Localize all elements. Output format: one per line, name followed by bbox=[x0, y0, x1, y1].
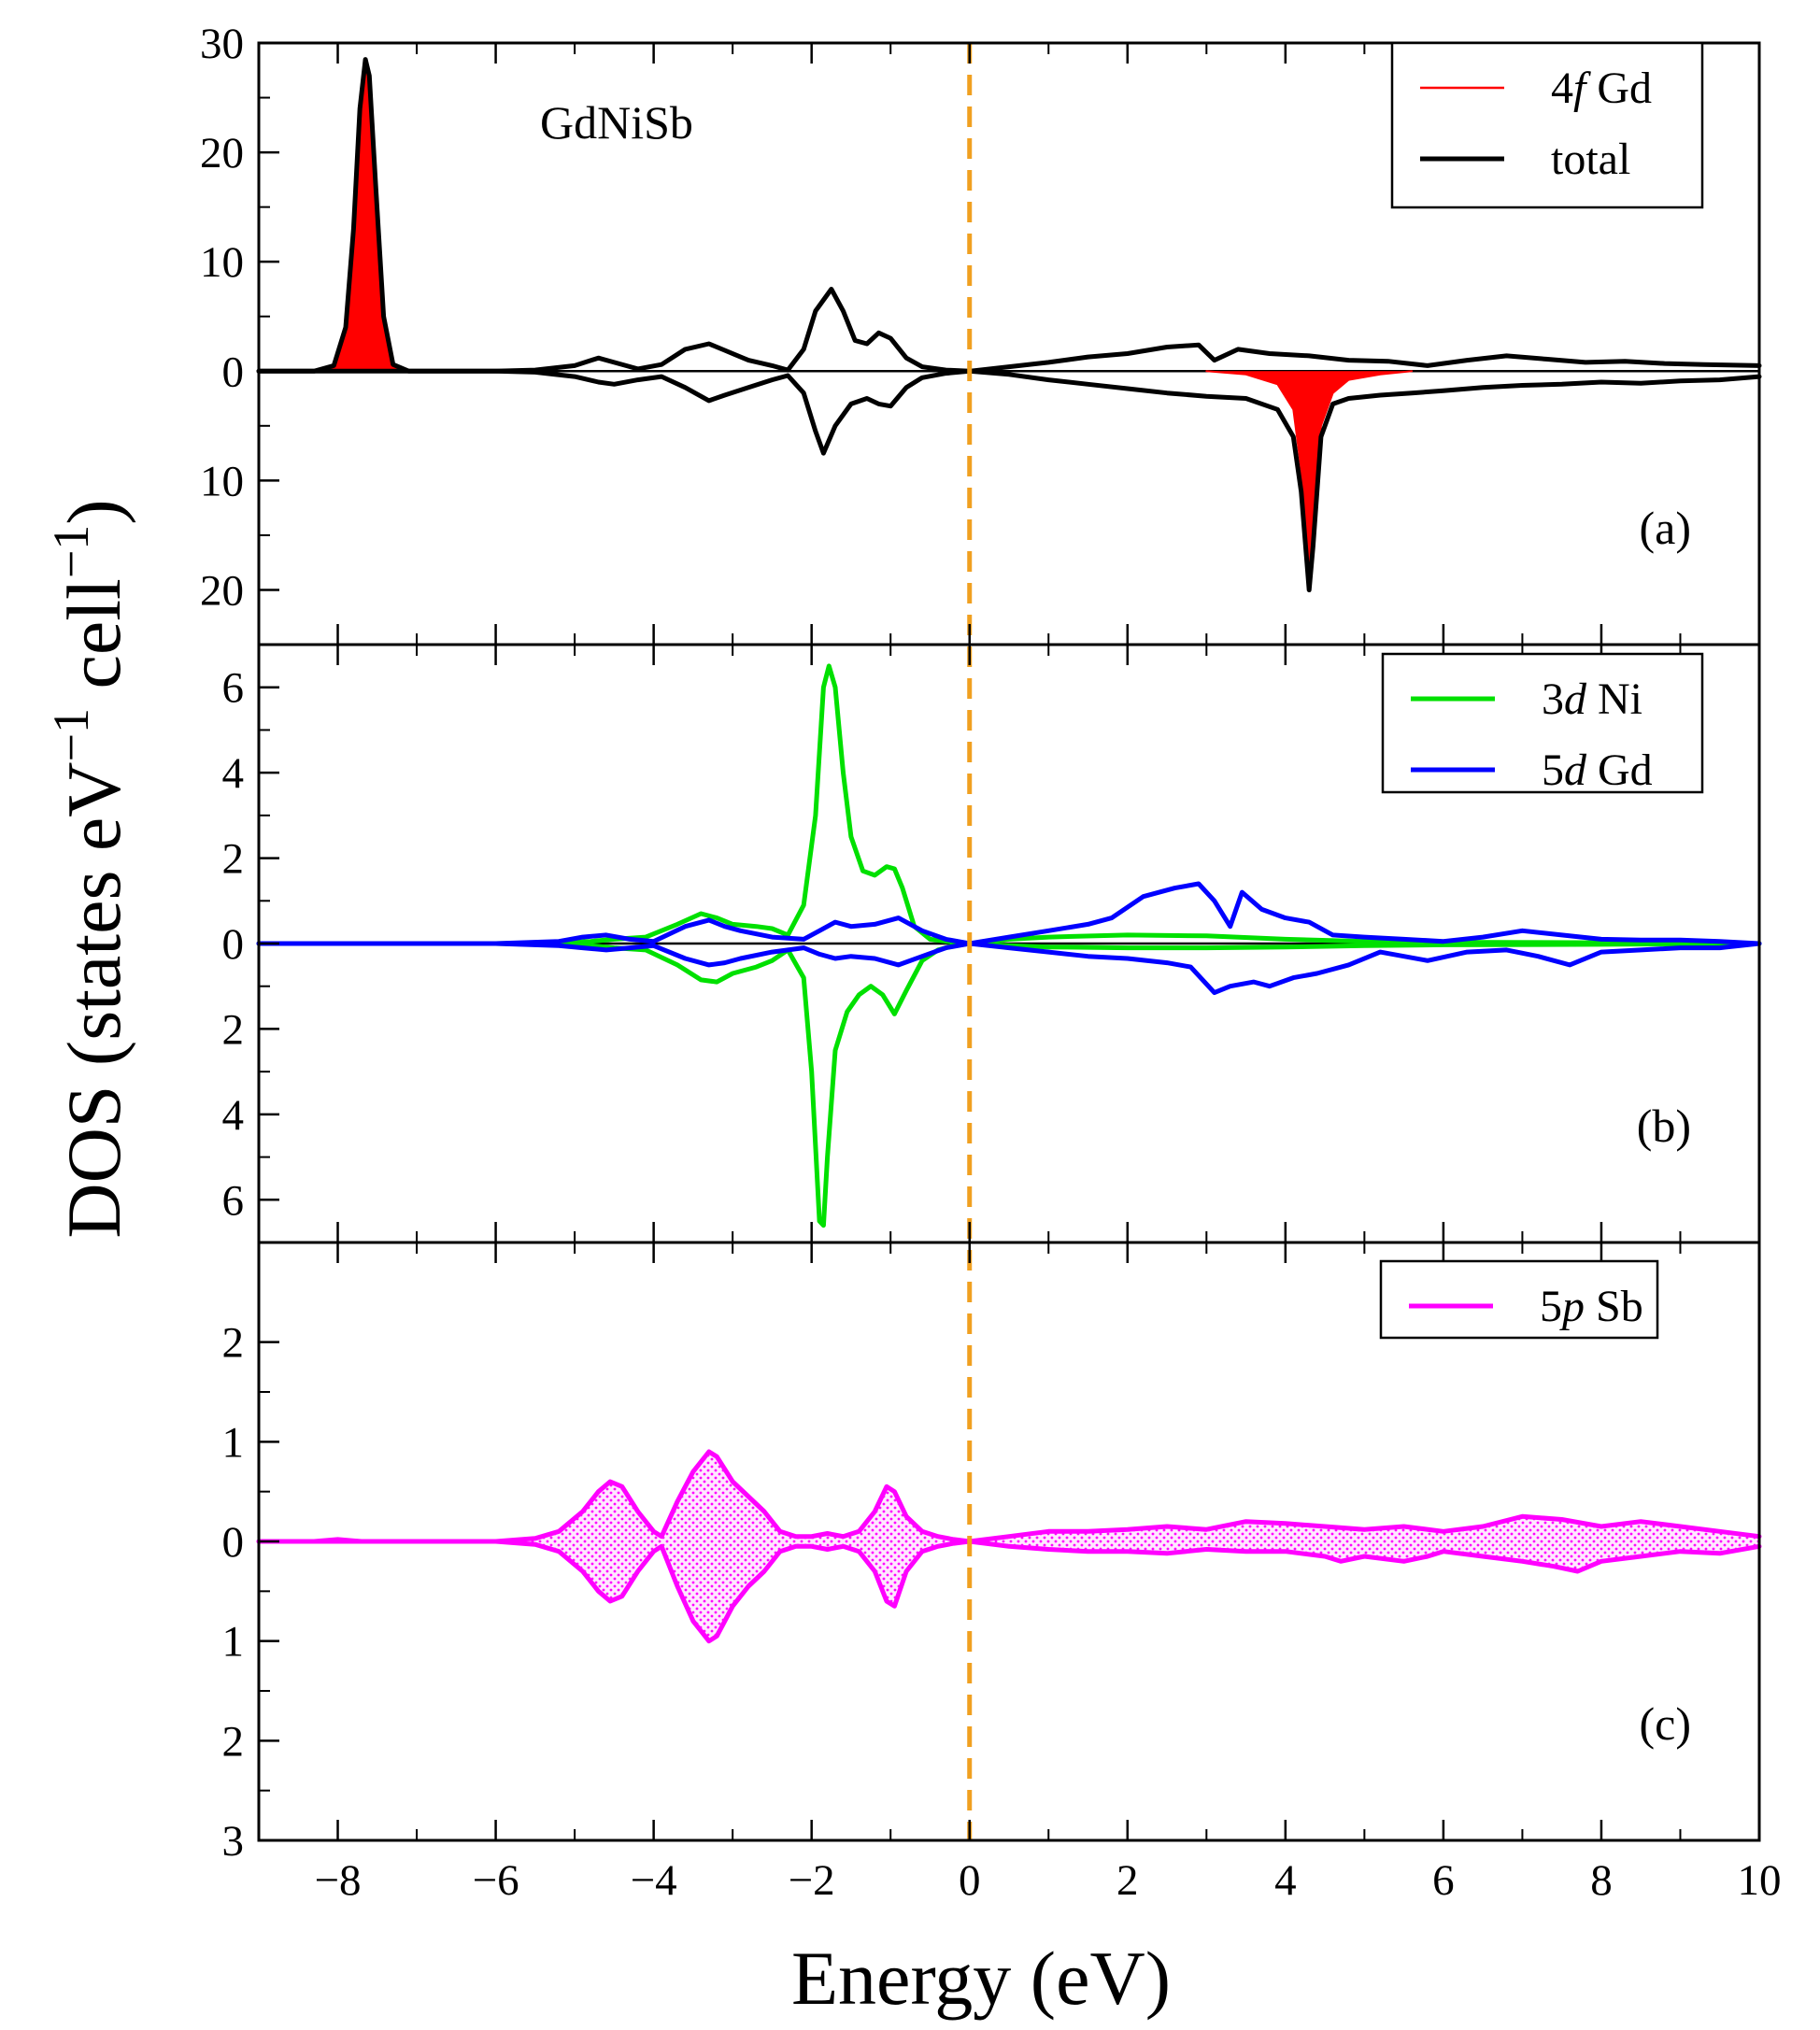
y-tick-label: 1 bbox=[222, 1418, 245, 1467]
series-line-total-down bbox=[256, 368, 1762, 592]
x-tick-label: −4 bbox=[631, 1856, 677, 1905]
y-tick-label: 2 bbox=[222, 1319, 245, 1368]
legend-box bbox=[1381, 652, 1704, 794]
x-axis-label: Energy (eV) bbox=[791, 1936, 1171, 2021]
series-line-3d-ni bbox=[256, 663, 1762, 946]
x-tick-labels: −8 −6 −4 −2 0 2 4 6 8 10 bbox=[315, 1856, 1782, 1905]
y-tick-label: 0 bbox=[222, 1518, 245, 1567]
series-fill-4f-gd bbox=[314, 59, 409, 372]
y-tick-label: 20 bbox=[200, 566, 244, 615]
series-fill-5p-sb-down bbox=[259, 1541, 1759, 1641]
x-tick-label: 0 bbox=[959, 1856, 981, 1905]
legend-box bbox=[1379, 1259, 1659, 1340]
y-tick-label: 4 bbox=[222, 1091, 245, 1140]
y-tick-label: 2 bbox=[222, 1717, 245, 1766]
y-tick-label: 0 bbox=[222, 920, 245, 969]
x-tick-label: −8 bbox=[315, 1856, 362, 1905]
y-tick-label: 6 bbox=[222, 664, 245, 713]
panel-label: (a) bbox=[1640, 502, 1692, 554]
legend-panel-1: 4f Gd total bbox=[1390, 41, 1704, 209]
x-tick-label: −6 bbox=[473, 1856, 519, 1905]
x-tick-label: 8 bbox=[1590, 1856, 1613, 1905]
y-tick-label: 20 bbox=[200, 129, 244, 177]
y-tick-label: 10 bbox=[200, 457, 244, 505]
series-line-5d-gd-down bbox=[256, 941, 1762, 996]
y-tick-label: 30 bbox=[200, 20, 244, 68]
panel-2: (b) bbox=[256, 663, 1762, 1228]
series-fill-4f-gd-down bbox=[1206, 371, 1413, 590]
x-tick-label: 10 bbox=[1738, 1856, 1782, 1905]
legend-entry-label: 3d Ni bbox=[1542, 674, 1642, 724]
y-tick-label: 1 bbox=[222, 1618, 245, 1667]
panel-label: (b) bbox=[1637, 1100, 1691, 1152]
panels-layer: (a) GdNiSb (b) (c) bbox=[256, 57, 1762, 1750]
legend-entry-label: 5p Sb bbox=[1540, 1282, 1643, 1331]
x-tick-label: 6 bbox=[1432, 1856, 1455, 1905]
series-line-5d-gd bbox=[256, 881, 1762, 946]
legend-panel-2: 3d Ni 5d Gd bbox=[1381, 652, 1704, 795]
legend-entry-label: 5d Gd bbox=[1542, 745, 1653, 795]
panel-1: (a) GdNiSb bbox=[256, 57, 1762, 592]
y-tick-label: 2 bbox=[222, 1005, 245, 1054]
y-tick-label: 10 bbox=[200, 238, 244, 287]
legend-entry-label: total bbox=[1551, 135, 1630, 184]
x-tick-label: −2 bbox=[789, 1856, 835, 1905]
y-tick-label: 4 bbox=[222, 749, 245, 798]
series-fill-5p-sb bbox=[259, 1452, 1759, 1541]
legend-entry-label: 4f Gd bbox=[1551, 64, 1652, 113]
y-tick-label: 3 bbox=[222, 1817, 245, 1866]
panel-3: (c) bbox=[256, 1449, 1762, 1750]
y-tick-label: 6 bbox=[222, 1176, 245, 1225]
legend-panel-3: 5p Sb bbox=[1379, 1259, 1659, 1340]
y-tick-label: 0 bbox=[222, 348, 245, 396]
series-line-5p-sb-down bbox=[256, 1539, 1762, 1644]
legend-box bbox=[1390, 41, 1704, 209]
y-tick-label: 2 bbox=[222, 835, 245, 884]
x-tick-label: 2 bbox=[1116, 1856, 1139, 1905]
series-line-total bbox=[256, 57, 1762, 374]
panel-label: (c) bbox=[1640, 1697, 1692, 1750]
x-tick-label: 4 bbox=[1274, 1856, 1297, 1905]
legend-layer: 4f Gd total 3d Ni 5d Gd 5p Sb bbox=[1379, 41, 1704, 1340]
series-line-3d-ni-down bbox=[256, 941, 1762, 1228]
panel-annotation: GdNiSb bbox=[540, 96, 693, 149]
series-line-5p-sb bbox=[256, 1449, 1762, 1544]
y-axis-label: DOS (states eV−1 cell−1) bbox=[43, 499, 136, 1238]
